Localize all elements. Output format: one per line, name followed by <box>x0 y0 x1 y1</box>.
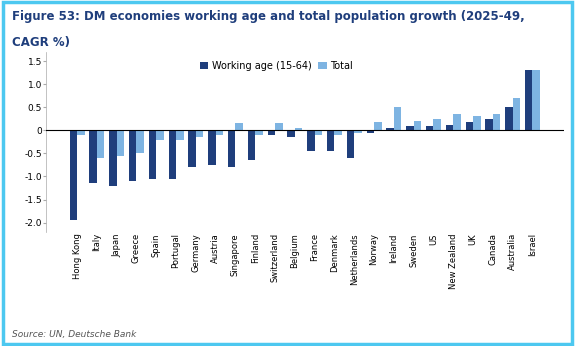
Bar <box>394 107 401 130</box>
Bar <box>473 117 481 130</box>
Bar <box>77 130 85 135</box>
Bar <box>366 130 374 133</box>
Bar <box>406 126 413 130</box>
Bar <box>466 122 473 130</box>
Bar <box>525 70 532 130</box>
Bar <box>485 119 493 130</box>
Bar <box>149 130 156 179</box>
Bar <box>208 130 216 165</box>
Bar <box>347 130 354 158</box>
Bar <box>307 130 315 151</box>
Bar <box>386 128 394 130</box>
Bar <box>354 130 362 133</box>
Bar <box>327 130 335 151</box>
Text: Source: UN, Deutsche Bank: Source: UN, Deutsche Bank <box>12 330 136 339</box>
Text: Figure 53: DM economies working age and total population growth (2025-49,: Figure 53: DM economies working age and … <box>12 10 524 24</box>
Bar <box>413 121 421 130</box>
Bar <box>70 130 77 220</box>
Bar <box>136 130 144 153</box>
Bar <box>426 126 434 130</box>
Bar <box>493 114 500 130</box>
Bar <box>446 125 453 130</box>
Bar <box>168 130 176 179</box>
Bar <box>89 130 97 183</box>
Bar <box>117 130 124 156</box>
Bar <box>97 130 105 158</box>
Bar <box>434 119 441 130</box>
Bar <box>335 130 342 135</box>
Bar <box>453 114 461 130</box>
Bar <box>505 107 513 130</box>
Bar <box>295 128 302 130</box>
Bar <box>248 130 255 160</box>
Bar <box>513 98 520 130</box>
Bar <box>176 130 183 139</box>
Text: CAGR %): CAGR %) <box>12 36 70 49</box>
Bar <box>228 130 235 167</box>
Legend: Working age (15-64), Total: Working age (15-64), Total <box>196 57 357 74</box>
Bar <box>255 130 263 135</box>
Bar <box>267 130 275 135</box>
Bar <box>196 130 204 137</box>
Bar <box>315 130 322 135</box>
Bar <box>374 122 382 130</box>
Bar <box>235 124 243 130</box>
Bar <box>189 130 196 167</box>
Bar <box>109 130 117 186</box>
Bar <box>288 130 295 137</box>
Bar <box>216 130 223 135</box>
Bar <box>532 70 540 130</box>
Bar <box>275 124 282 130</box>
Bar <box>129 130 136 181</box>
Bar <box>156 130 164 139</box>
